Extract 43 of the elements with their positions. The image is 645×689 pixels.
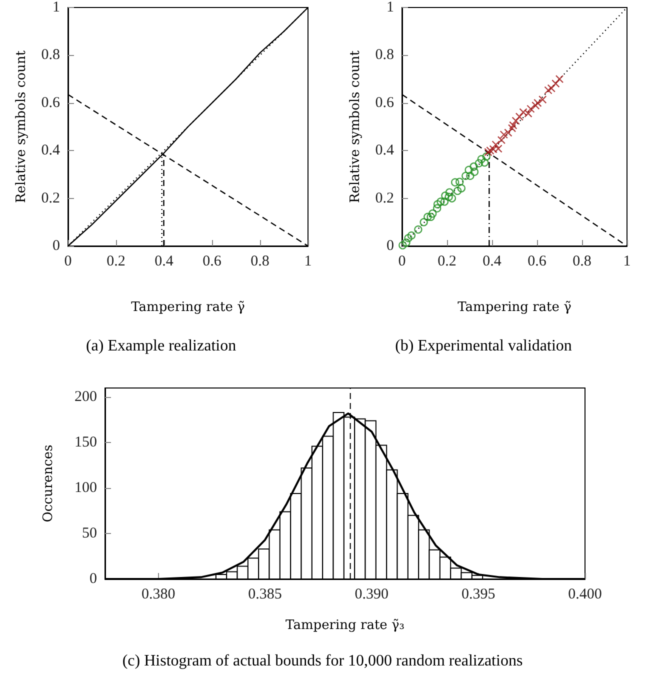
x-tick-label: 1	[623, 254, 631, 270]
y-axis-title: Relative symbols count	[14, 50, 29, 203]
y-tick-label: 150	[74, 434, 97, 451]
x-tick-label: 0.4	[482, 254, 502, 270]
y-tick-label: 0	[90, 571, 97, 587]
x-tick-label: 0.8	[250, 254, 270, 270]
y-tick-label: 0.4	[41, 142, 60, 159]
y-tick-label: 0	[386, 238, 394, 254]
y-tick-label: 200	[74, 389, 97, 406]
x-tick-label: 0.6	[202, 254, 222, 270]
y-tick-label: 100	[74, 480, 97, 496]
text: (c) Histogram of actual bounds for 10,000 random realizations	[122, 652, 523, 670]
y-tick-label: 0.8	[375, 47, 394, 64]
y-tick-label: 0.4	[375, 142, 394, 159]
x-tick-label: 0.4	[154, 254, 174, 270]
x-tick-label: 0.380	[141, 586, 176, 602]
y-tick-label: 0.2	[41, 190, 60, 206]
x-tick-label: 0.2	[106, 254, 126, 270]
x-tick-label: 0.6	[528, 254, 547, 270]
y-tick-label: 0.2	[375, 190, 394, 206]
x-tick-label: 0.390	[354, 586, 389, 602]
y-axis-title: Relative symbols count	[348, 50, 363, 203]
y-tick-label: 0	[52, 238, 60, 254]
x-tick-label: 0.2	[438, 254, 456, 270]
y-tick-label: 0.6	[375, 94, 394, 111]
text: (a) Example realization	[86, 338, 236, 354]
y-tick-label: 0.6	[41, 94, 60, 111]
y-axis-title: Occurences	[41, 444, 56, 522]
x-axis-title: Tampering rate γ̃	[131, 300, 246, 315]
y-tick-label: 1	[386, 0, 394, 16]
y-tick-label: 1	[52, 0, 60, 16]
x-tick-label: 0.395	[461, 586, 496, 602]
x-axis-title: Tampering rate γ̃₃	[286, 618, 404, 633]
x-tick-label: 0.400	[568, 586, 602, 602]
text: (b) Experimental validation	[395, 338, 572, 354]
y-tick-label: 50	[82, 526, 97, 542]
x-tick-label: 0.8	[572, 254, 592, 270]
x-tick-label: 0	[398, 254, 406, 270]
x-tick-label: 0.385	[248, 586, 282, 602]
x-tick-label: 0	[64, 254, 72, 270]
y-tick-label: 0.8	[41, 47, 60, 64]
x-axis-title: Tampering rate γ̃	[458, 300, 572, 315]
x-tick-label: 1	[304, 254, 312, 270]
